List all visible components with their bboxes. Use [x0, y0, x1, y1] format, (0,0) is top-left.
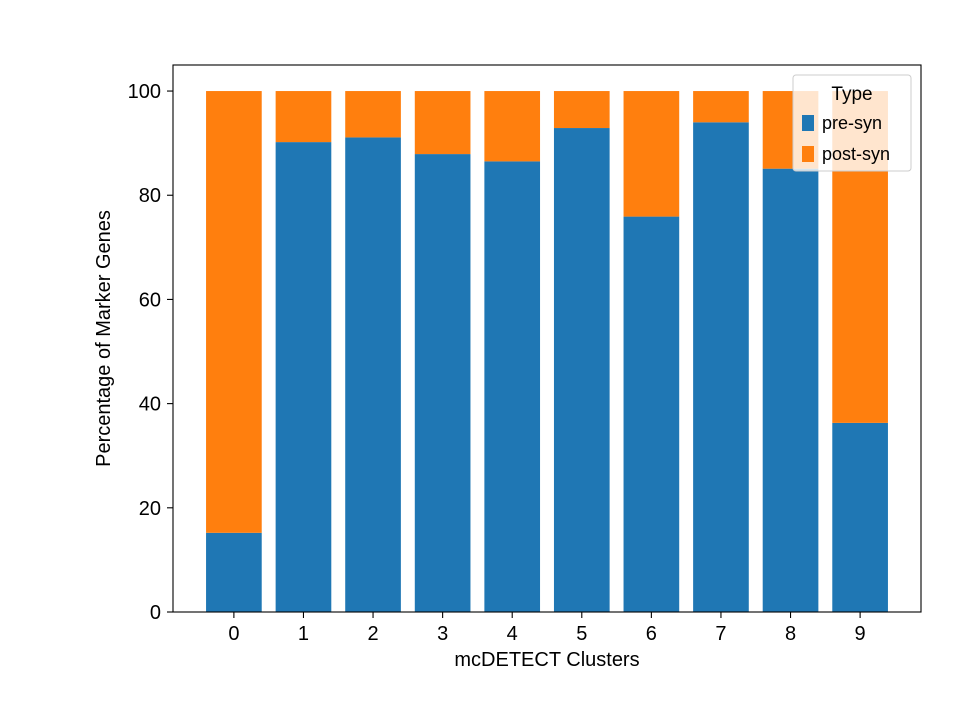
plot-frame [172, 64, 922, 613]
legend: Type pre-syn post-syn [792, 74, 912, 172]
x-axis-label: mcDETECT Clusters [454, 649, 639, 671]
legend-swatch-post-syn [802, 146, 814, 162]
y-tick-label: 100 [128, 81, 161, 103]
bar-pre-syn-cluster-1 [275, 142, 332, 612]
bar-pre-syn-cluster-2 [345, 137, 401, 612]
bar-pre-syn-cluster-7 [693, 122, 749, 613]
bars-layer [206, 91, 888, 613]
x-tick-label: 8 [785, 623, 796, 645]
legend-entries: pre-syn post-syn [802, 113, 890, 164]
bar-post-syn-cluster-3 [414, 91, 471, 155]
bar-post-syn-cluster-4 [484, 91, 541, 162]
bar-pre-syn-cluster-4 [484, 161, 541, 612]
bar-pre-syn-cluster-0 [206, 532, 262, 612]
legend-box [792, 74, 912, 172]
x-axis: 0 1 2 3 4 5 6 7 8 9 [228, 612, 866, 645]
x-tick-label: 6 [646, 623, 657, 645]
x-tick-label: 1 [298, 623, 309, 645]
bar-pre-syn-cluster-5 [553, 128, 610, 613]
x-tick-label: 0 [228, 623, 239, 645]
x-tick-label: 4 [507, 623, 518, 645]
y-tick-label: 20 [139, 498, 161, 520]
legend-label-post-syn: post-syn [822, 144, 890, 164]
legend-label-pre-syn: pre-syn [822, 113, 882, 133]
bar-post-syn-cluster-0 [206, 91, 262, 533]
bar-pre-syn-cluster-8 [762, 168, 819, 612]
y-tick-label: 60 [139, 289, 161, 311]
legend-swatch-pre-syn [802, 115, 814, 131]
y-axis: 0 20 40 60 80 100 [128, 81, 173, 624]
x-tick-label: 3 [437, 623, 448, 645]
bar-post-syn-cluster-2 [345, 91, 401, 138]
bar-pre-syn-cluster-9 [832, 422, 888, 612]
x-tick-label: 7 [715, 623, 726, 645]
bar-post-syn-cluster-1 [275, 91, 332, 143]
bar-post-syn-cluster-6 [623, 91, 680, 217]
x-tick-label: 9 [855, 623, 866, 645]
y-tick-label: 0 [150, 602, 161, 624]
bar-pre-syn-cluster-6 [623, 216, 680, 612]
x-tick-label: 2 [367, 623, 378, 645]
bar-pre-syn-cluster-3 [414, 154, 471, 612]
x-tick-label: 5 [576, 623, 587, 645]
legend-title: Type [831, 84, 872, 105]
y-axis-label: Percentage of Marker Genes [93, 210, 115, 467]
y-tick-label: 40 [139, 394, 161, 416]
y-tick-label: 80 [139, 185, 161, 207]
bar-post-syn-cluster-7 [693, 91, 749, 123]
bar-post-syn-cluster-5 [553, 91, 610, 129]
